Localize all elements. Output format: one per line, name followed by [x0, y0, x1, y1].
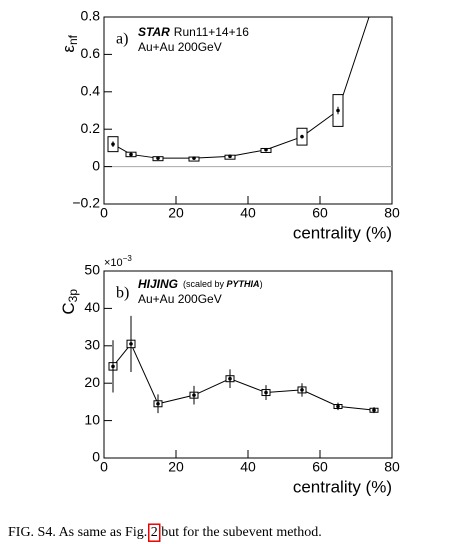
- data-point: [336, 404, 340, 409]
- caption: FIG. S4. As same as Fig. 2 but for the s…: [8, 525, 322, 540]
- y-tick-label: 0.2: [81, 120, 101, 136]
- data-point: [264, 390, 268, 395]
- y-tick-label: 0.6: [81, 45, 101, 61]
- data-point: [156, 156, 160, 160]
- data-point: [336, 108, 340, 113]
- data-point: [372, 408, 376, 412]
- y-axis-label: εnf: [59, 34, 80, 52]
- x-tick-label: 80: [384, 459, 400, 475]
- axis-multiplier: ×10−3: [104, 254, 132, 269]
- y-tick-label: 0: [92, 449, 100, 465]
- x-axis-label: centrality (%): [293, 223, 392, 242]
- y-axis-symbol: C: [59, 302, 78, 314]
- data-point: [192, 156, 196, 160]
- plot-area: [108, 315, 379, 414]
- y-tick-label: 50: [84, 262, 100, 278]
- data-point: [228, 154, 232, 159]
- data-point: [156, 401, 160, 406]
- y-axis-subscript: nf: [66, 34, 80, 45]
- plot-area: [107, 17, 370, 162]
- y-tick-label: 20: [84, 374, 100, 390]
- data-point: [228, 376, 232, 381]
- data-point: [300, 388, 304, 392]
- annotation: STAR Run11+14+16: [138, 25, 249, 39]
- caption-text: FIG. S4. As same as Fig.: [8, 525, 151, 540]
- y-tick-label: 10: [84, 411, 100, 427]
- data-point: [300, 134, 304, 139]
- run-info: Run11+14+16: [174, 25, 250, 39]
- x-axis-label: centrality (%): [293, 477, 392, 496]
- experiment: STAR: [138, 25, 170, 39]
- y-tick-label: 40: [84, 299, 100, 315]
- y-tick-label: 0: [92, 157, 100, 173]
- y-tick-label: 30: [84, 337, 100, 353]
- data-point: [111, 142, 115, 146]
- caption-text: but for the subevent method.: [158, 525, 322, 540]
- x-tick-label: 60: [312, 205, 328, 221]
- y-tick-label: 0.4: [81, 83, 101, 99]
- x-tick-label: 40: [240, 459, 256, 475]
- note: ): [260, 279, 263, 289]
- annotation: HIJING (scaled by PYTHIA): [138, 277, 263, 291]
- x-tick-label: 40: [240, 205, 256, 221]
- x-tick-label: 0: [100, 205, 108, 221]
- y-tick-label: 0.8: [81, 8, 101, 24]
- data-point: [111, 364, 115, 369]
- y-tick-label: −0.2: [72, 195, 100, 211]
- x-tick-label: 60: [312, 459, 328, 475]
- multiplier-exp: −3: [123, 254, 133, 263]
- data-point: [192, 393, 196, 397]
- y-axis-label: C3p: [59, 289, 80, 315]
- annotation: Au+Au 200GeV: [138, 292, 222, 306]
- y-axis-subscript: 3p: [66, 289, 80, 303]
- ref-highlight: [147, 523, 161, 542]
- y-axis-symbol: ε: [59, 45, 78, 53]
- note: (scaled by: [183, 279, 227, 289]
- data-line: [112, 342, 375, 411]
- x-tick-label: 0: [100, 459, 108, 475]
- figure-ref[interactable]: 2: [151, 525, 158, 540]
- panel-label: b): [116, 285, 129, 302]
- annotation: Au+Au 200GeV: [138, 40, 222, 54]
- generator: HIJING: [138, 277, 178, 291]
- x-tick-label: 20: [168, 205, 184, 221]
- x-tick-label: 20: [168, 459, 184, 475]
- data-point: [129, 152, 133, 157]
- panel-label: a): [116, 31, 128, 48]
- multiplier-base: ×10: [104, 257, 123, 269]
- data-point: [129, 342, 133, 346]
- data-point: [264, 147, 268, 152]
- note-generator: PYTHIA: [227, 279, 260, 289]
- x-tick-label: 80: [384, 205, 400, 221]
